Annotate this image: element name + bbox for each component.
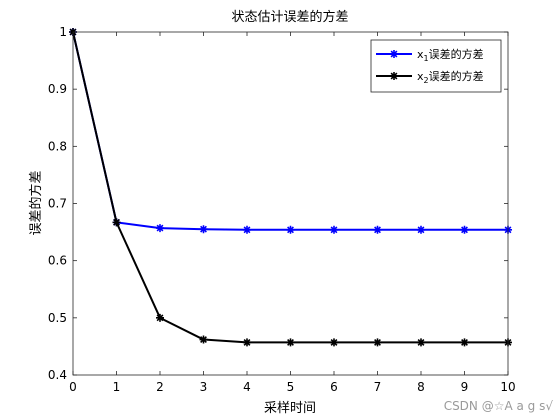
x-tick-label: 1 — [113, 380, 121, 394]
data-point-marker — [286, 338, 295, 347]
x-axis-label: 采样时间 — [264, 401, 316, 416]
data-point-marker — [156, 224, 164, 233]
x-tick-label: 10 — [500, 380, 515, 394]
data-point-marker — [373, 225, 382, 234]
legend-label: x2误差的方差 — [417, 69, 484, 85]
data-point-marker — [373, 338, 382, 347]
y-axis-label: 误差的方差 — [28, 170, 44, 235]
data-point-marker — [243, 338, 251, 347]
watermark: CSDN @☆A a g s√ — [444, 399, 554, 413]
data-point-marker — [330, 338, 338, 347]
x-tick-label: 8 — [417, 380, 425, 394]
data-point-marker — [156, 313, 164, 322]
data-point-marker — [330, 225, 338, 234]
y-tick-label: 0.8 — [48, 139, 67, 153]
x-tick-label: 9 — [461, 380, 469, 394]
data-point-marker — [460, 225, 469, 234]
y-tick-label: 0.7 — [48, 197, 67, 211]
legend: x1误差的方差 x2误差的方差 — [370, 39, 502, 93]
data-point-marker — [286, 225, 295, 234]
legend-marker — [390, 72, 398, 80]
y-tick-labels: 0.4 0.5 0.6 0.7 0.8 0.9 1 — [48, 25, 67, 382]
plot-frame — [72, 31, 509, 376]
x-tick-label: 3 — [200, 380, 208, 394]
x-tick-label: 7 — [374, 380, 382, 394]
legend-box — [370, 39, 502, 93]
x-tick-labels: 0 1 2 3 4 5 6 7 8 9 10 — [69, 380, 515, 394]
legend-marker — [390, 50, 398, 58]
data-point-marker — [417, 338, 425, 347]
series-layer — [69, 28, 512, 347]
y-tick-label: 1 — [59, 25, 67, 39]
data-point-marker — [199, 225, 208, 234]
x-tick-label: 5 — [287, 380, 295, 394]
x-tick-label: 2 — [156, 380, 164, 394]
legend-entry-1: x1误差的方差 — [376, 47, 484, 63]
legend-entry-2: x2误差的方差 — [376, 69, 484, 85]
data-point-marker — [417, 225, 425, 234]
data-point-marker — [112, 218, 121, 227]
legend-label: x1误差的方差 — [417, 47, 484, 63]
x-tick-label: 4 — [243, 380, 251, 394]
y-tick-label: 0.4 — [48, 368, 67, 382]
x-tick-label: 6 — [330, 380, 338, 394]
data-point-marker — [460, 338, 469, 347]
y-tick-label: 0.5 — [48, 311, 67, 325]
x-tick-label: 0 — [69, 380, 77, 394]
chart-title: 状态估计误差的方差 — [231, 9, 348, 25]
data-point-marker — [199, 335, 208, 344]
y-tick-label: 0.6 — [48, 254, 67, 268]
y-tick-label: 0.9 — [48, 82, 67, 96]
data-point-marker — [243, 225, 251, 234]
